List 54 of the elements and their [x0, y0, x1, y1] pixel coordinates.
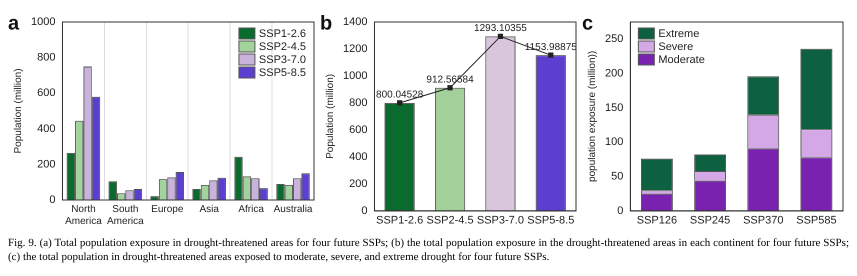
chart-title: b — [320, 12, 332, 35]
legend-label: SSP5-8.5 — [258, 67, 306, 80]
chart-title: c — [582, 12, 594, 35]
y-tick-label: 50 — [611, 170, 624, 183]
y-tick-label: 400 — [349, 150, 368, 163]
legend-label: SSP3-7.0 — [258, 54, 306, 66]
y-tick-label: 100 — [604, 136, 624, 148]
y-tick-label: 0 — [617, 204, 624, 217]
x-tick-label: SSP585 — [796, 214, 837, 226]
y-tick-label: 0 — [49, 194, 56, 206]
y-tick-label: 200 — [349, 178, 368, 190]
x-tick-label: North America — [65, 204, 102, 227]
y-tick-label: 200 — [604, 68, 624, 80]
point — [447, 85, 453, 90]
y-tick-label: 1000 — [342, 70, 368, 82]
x-tick-label: SSP370 — [743, 214, 784, 226]
x-tick-label: Australia — [274, 204, 313, 215]
x-tick-label: Asia — [199, 204, 220, 215]
x-tick-label: SSP5-8.5 — [527, 214, 574, 226]
y-tick-label: 800 — [37, 52, 56, 64]
y-axis-title: population exposure (million)) — [586, 50, 598, 182]
legend-label: SSP2-4.5 — [258, 41, 306, 54]
y-tick-label: 600 — [349, 124, 368, 136]
data-label: 800.04528 — [376, 90, 424, 101]
y-tick-label: 1200 — [342, 43, 368, 56]
legend-label: Moderate — [658, 54, 705, 66]
point — [548, 52, 554, 58]
legend-label: Severe — [658, 41, 694, 54]
chart-title: a — [8, 12, 20, 35]
x-tick-label: SSP2-4.5 — [426, 214, 474, 226]
legend-label: SSP1-2.6 — [258, 28, 306, 40]
y-tick-label: 800 — [349, 96, 368, 109]
y-tick-label: 0 — [361, 204, 368, 217]
point — [397, 100, 402, 106]
y-tick-label: 150 — [604, 102, 624, 114]
x-tick-label: Africa — [238, 204, 264, 215]
y-axis-title: Population (million) — [324, 74, 336, 159]
x-tick-label: SSP126 — [636, 214, 678, 226]
y-tick-label: 1000 — [30, 16, 56, 28]
x-tick-label: SSP1-2.6 — [376, 214, 424, 226]
legend-label: Extreme — [658, 28, 700, 40]
y-tick-label: 200 — [37, 158, 56, 170]
y-tick-label: 250 — [604, 33, 624, 46]
x-tick-label: SSP245 — [690, 214, 730, 226]
point — [498, 34, 504, 40]
y-tick-label: 1400 — [342, 16, 368, 28]
y-tick-label: 400 — [37, 122, 56, 135]
x-tick-label: South America — [107, 204, 144, 227]
y-axis-title: Population (million) — [12, 68, 24, 154]
x-tick-label: Europe — [151, 204, 184, 215]
y-tick-label: 600 — [37, 87, 56, 100]
caption: Fig. 9. (a) Total population exposure in drought-threatened areas for four future SSPs; (b) the total population exposure in the drought-threatened areas in each continent for four future SSPs; (c) the total population in drought-threatened areas exposed to moderate, severe, and extreme drought for four future SSPs. — [8, 236, 849, 264]
x-tick-label: SSP3-7.0 — [476, 214, 524, 226]
data-label: 1293.10355 — [474, 23, 528, 34]
